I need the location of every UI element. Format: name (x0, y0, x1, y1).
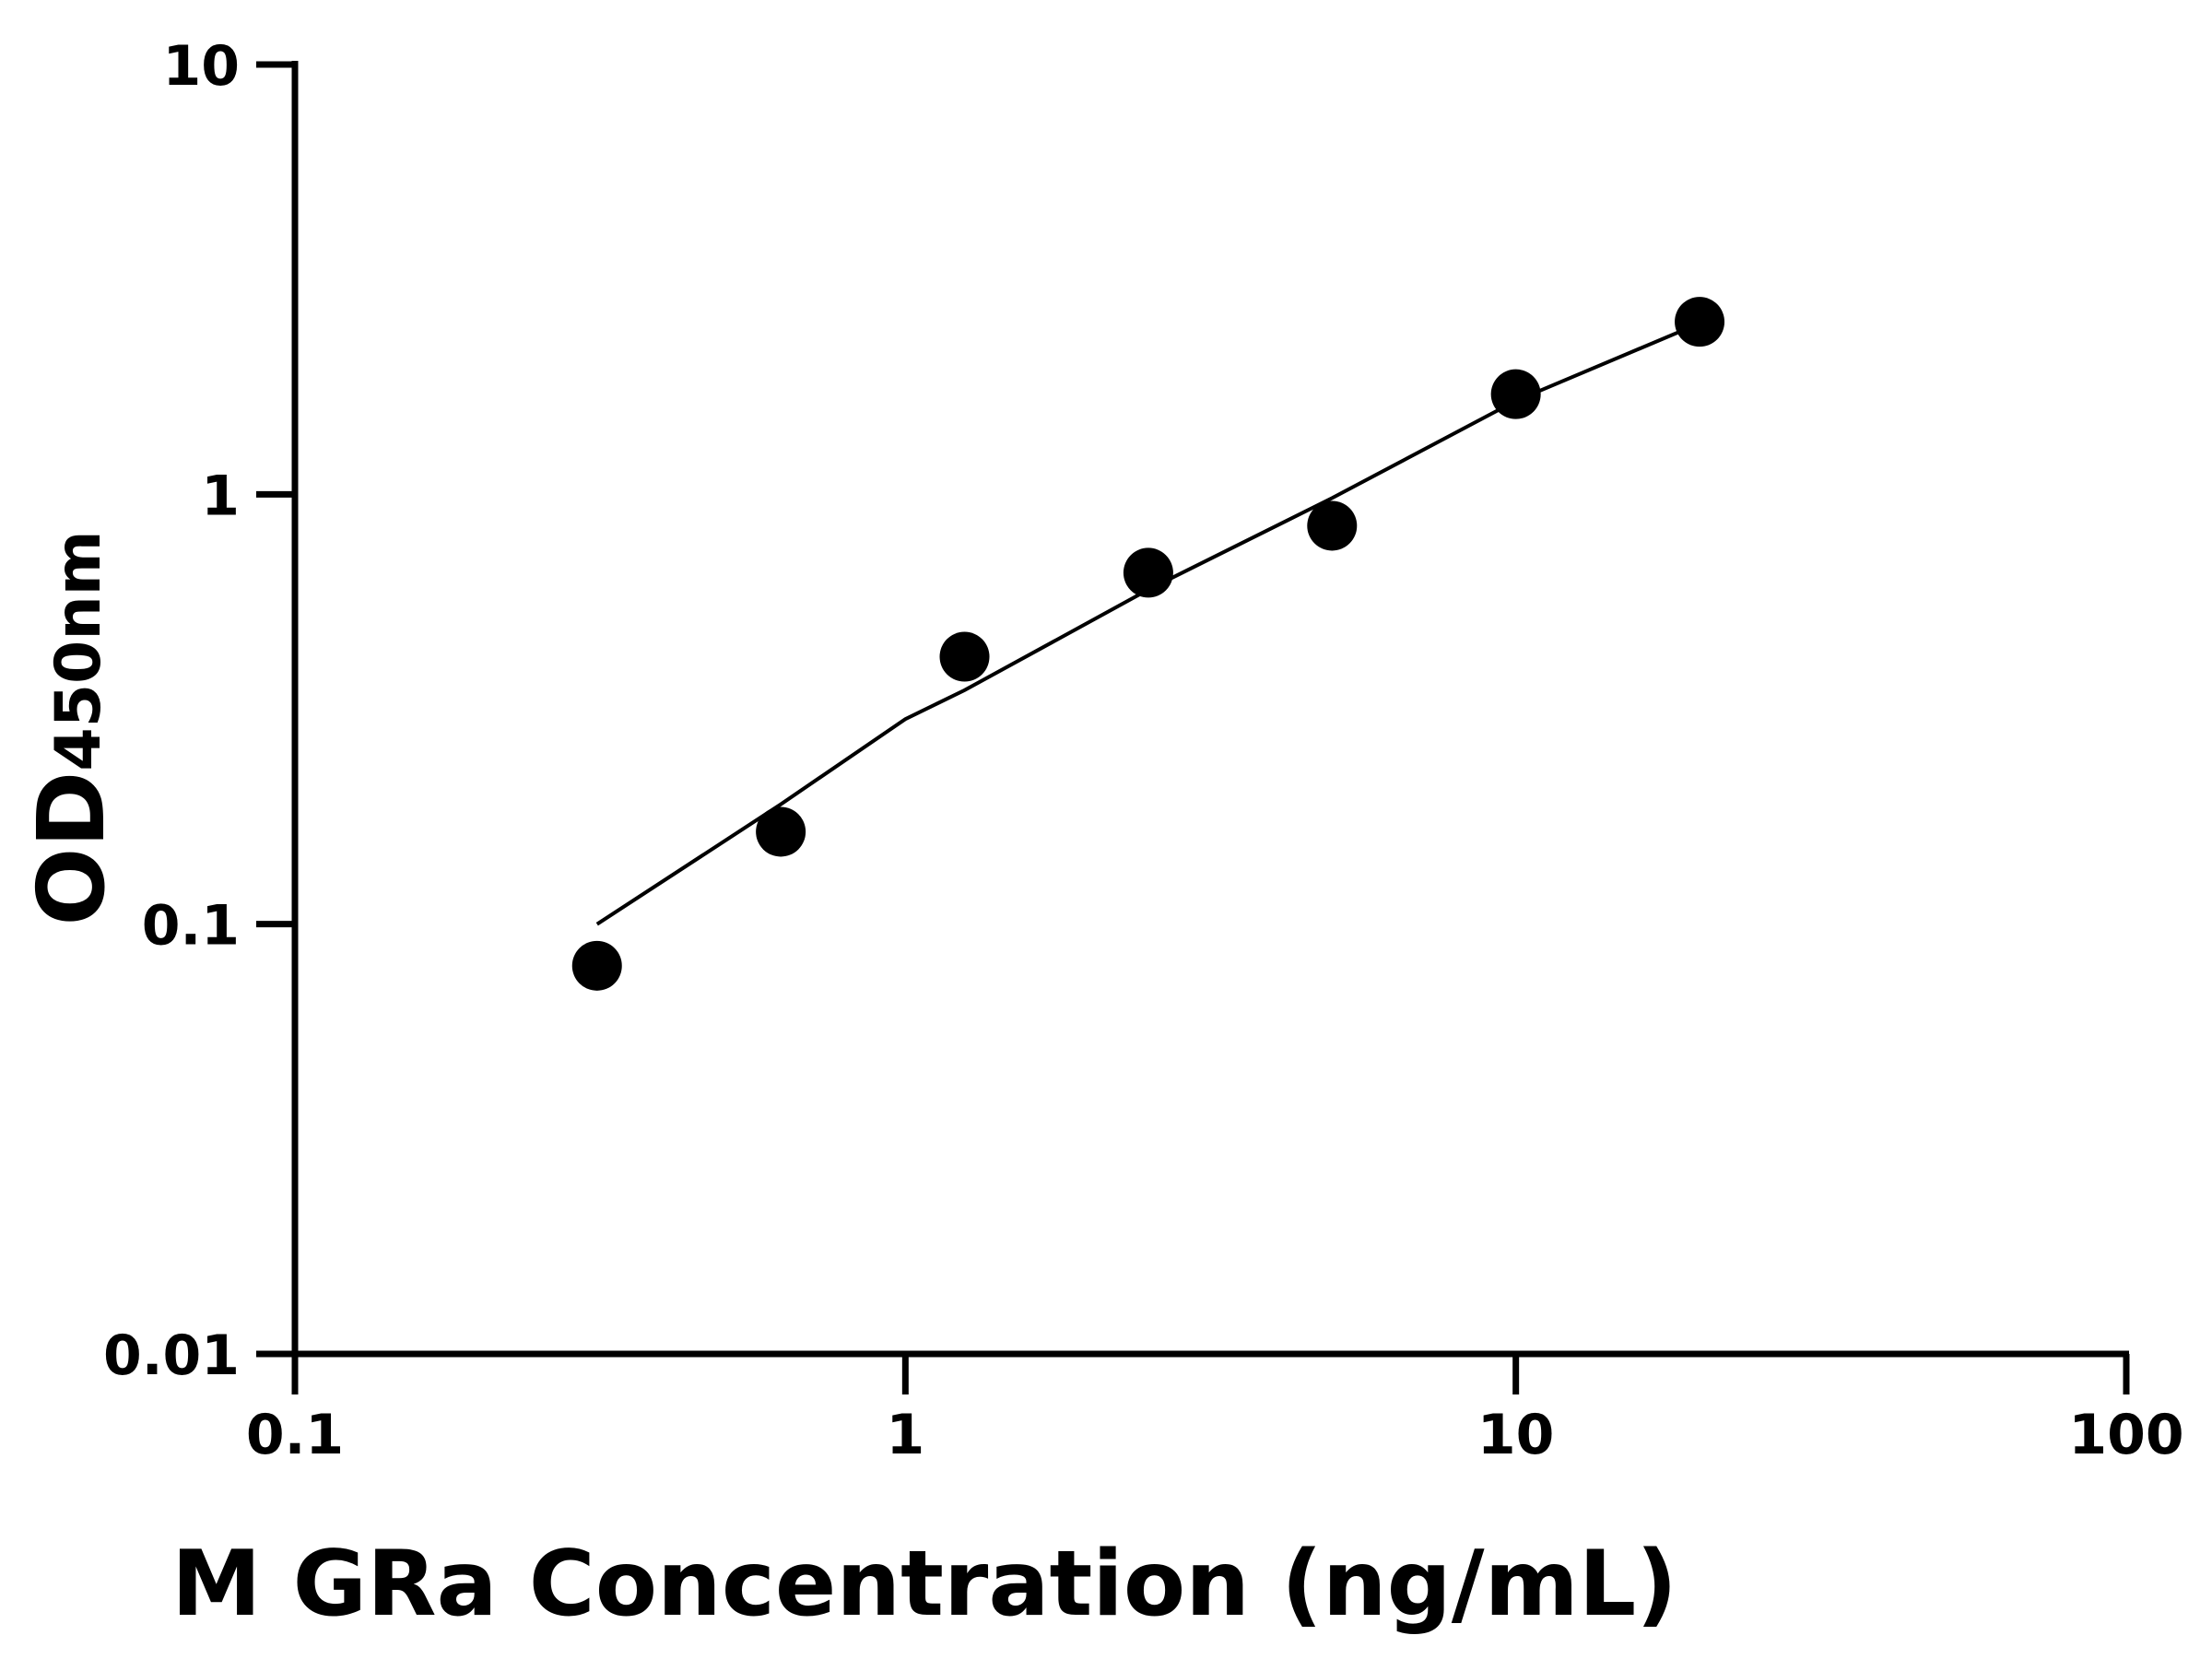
y-tick-label: 0.1 (142, 894, 240, 959)
data-point (571, 940, 622, 991)
y-axis-label: OD450nm (18, 530, 125, 925)
x-axis-label: M GRa Concentration (ng/mL) (171, 1532, 1677, 1637)
x-tick-label: 100 (2068, 1403, 2183, 1467)
y-tick-label: 1 (201, 464, 240, 528)
y-axis-label-main: OD (18, 771, 125, 926)
y-axis-label-sub: 450nm (42, 530, 115, 771)
data-point (939, 631, 990, 682)
y-tick-label: 10 (163, 34, 241, 99)
fit-curve (595, 321, 1700, 926)
y-tick-label: 0.01 (103, 1324, 240, 1388)
data-point (1123, 547, 1173, 598)
x-tick-label: 0.1 (246, 1403, 344, 1467)
data-points (571, 297, 1725, 991)
axes (291, 61, 2129, 1358)
x-tick-label: 1 (886, 1403, 924, 1467)
x-tick-label: 10 (1477, 1403, 1555, 1467)
data-point (1675, 297, 1725, 347)
data-point (1307, 500, 1358, 551)
data-point (756, 806, 806, 857)
data-point (1490, 369, 1541, 419)
